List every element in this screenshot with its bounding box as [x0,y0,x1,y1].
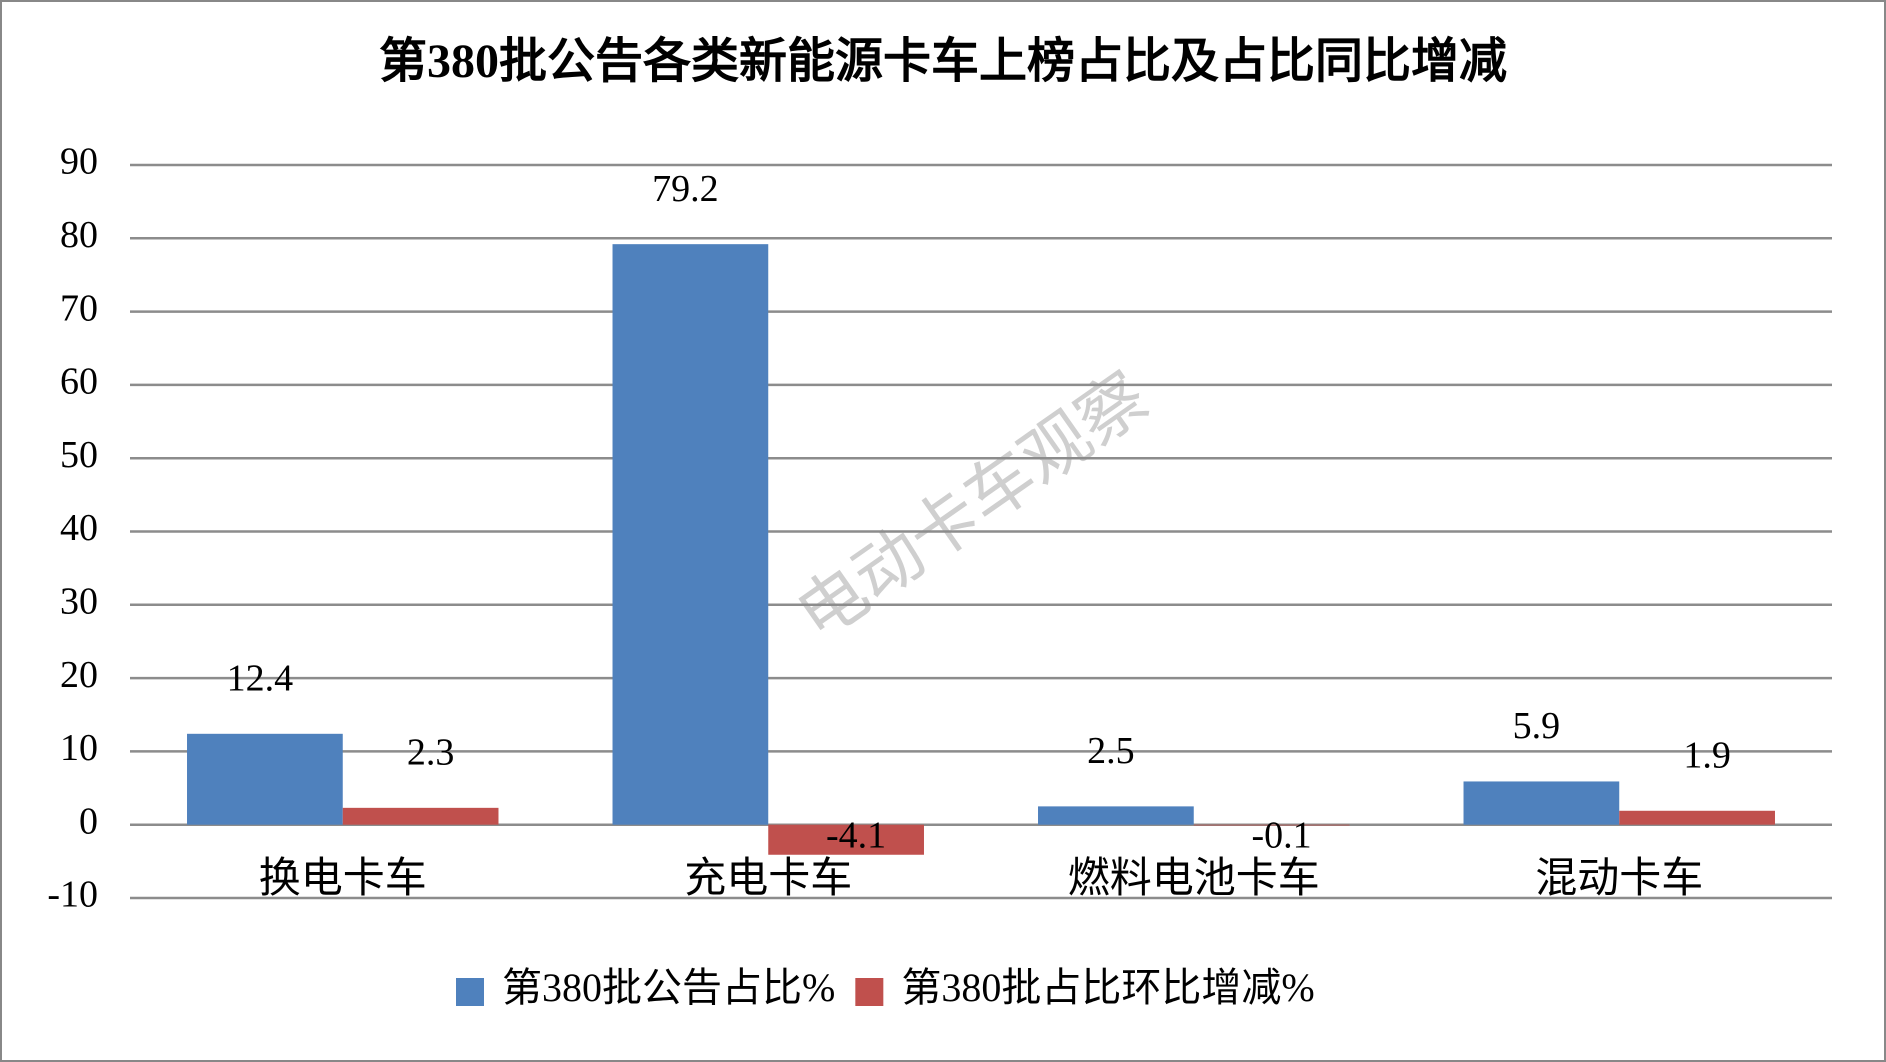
value-label: 2.5 [1087,730,1135,772]
y-tick-label: 90 [60,141,98,183]
value-label: 79.2 [652,168,719,210]
legend-swatch [456,978,484,1006]
x-tick-label: 燃料电池卡车 [1068,853,1320,902]
value-label: 5.9 [1513,705,1561,747]
bar [1193,824,1350,826]
x-tick-label: 混动卡车 [1535,853,1703,902]
value-label: 2.3 [407,732,455,774]
bar [1619,810,1775,825]
value-label: -4.1 [826,814,886,856]
y-tick-label: 10 [60,727,98,769]
value-label: 12.4 [227,658,294,700]
y-tick-label: 40 [60,507,98,549]
bar [1463,781,1620,825]
bar [187,733,343,825]
y-tick-label: -10 [47,874,98,916]
bar [612,244,769,825]
y-tick-label: 0 [79,800,98,842]
y-tick-label: 50 [60,434,98,476]
legend-label: 第380批公告占比% [502,965,835,1010]
legend-label: 第380批占比环比增减% [901,965,1314,1010]
chart-title: 第380批公告各类新能源卡车上榜占比及占比同比增减 [379,35,1507,88]
y-tick-label: 20 [60,654,98,696]
bar [768,824,924,855]
y-tick-label: 30 [60,581,98,623]
bar [342,807,499,825]
value-label: -0.1 [1252,814,1312,856]
x-tick-label: 充电卡车 [684,853,852,902]
y-tick-label: 70 [60,287,98,329]
x-tick-label: 换电卡车 [259,853,427,902]
bar [1038,806,1194,825]
y-tick-label: 60 [60,361,98,403]
y-tick-label: 80 [60,214,98,256]
legend-swatch [855,978,884,1006]
value-label: 1.9 [1683,734,1731,776]
